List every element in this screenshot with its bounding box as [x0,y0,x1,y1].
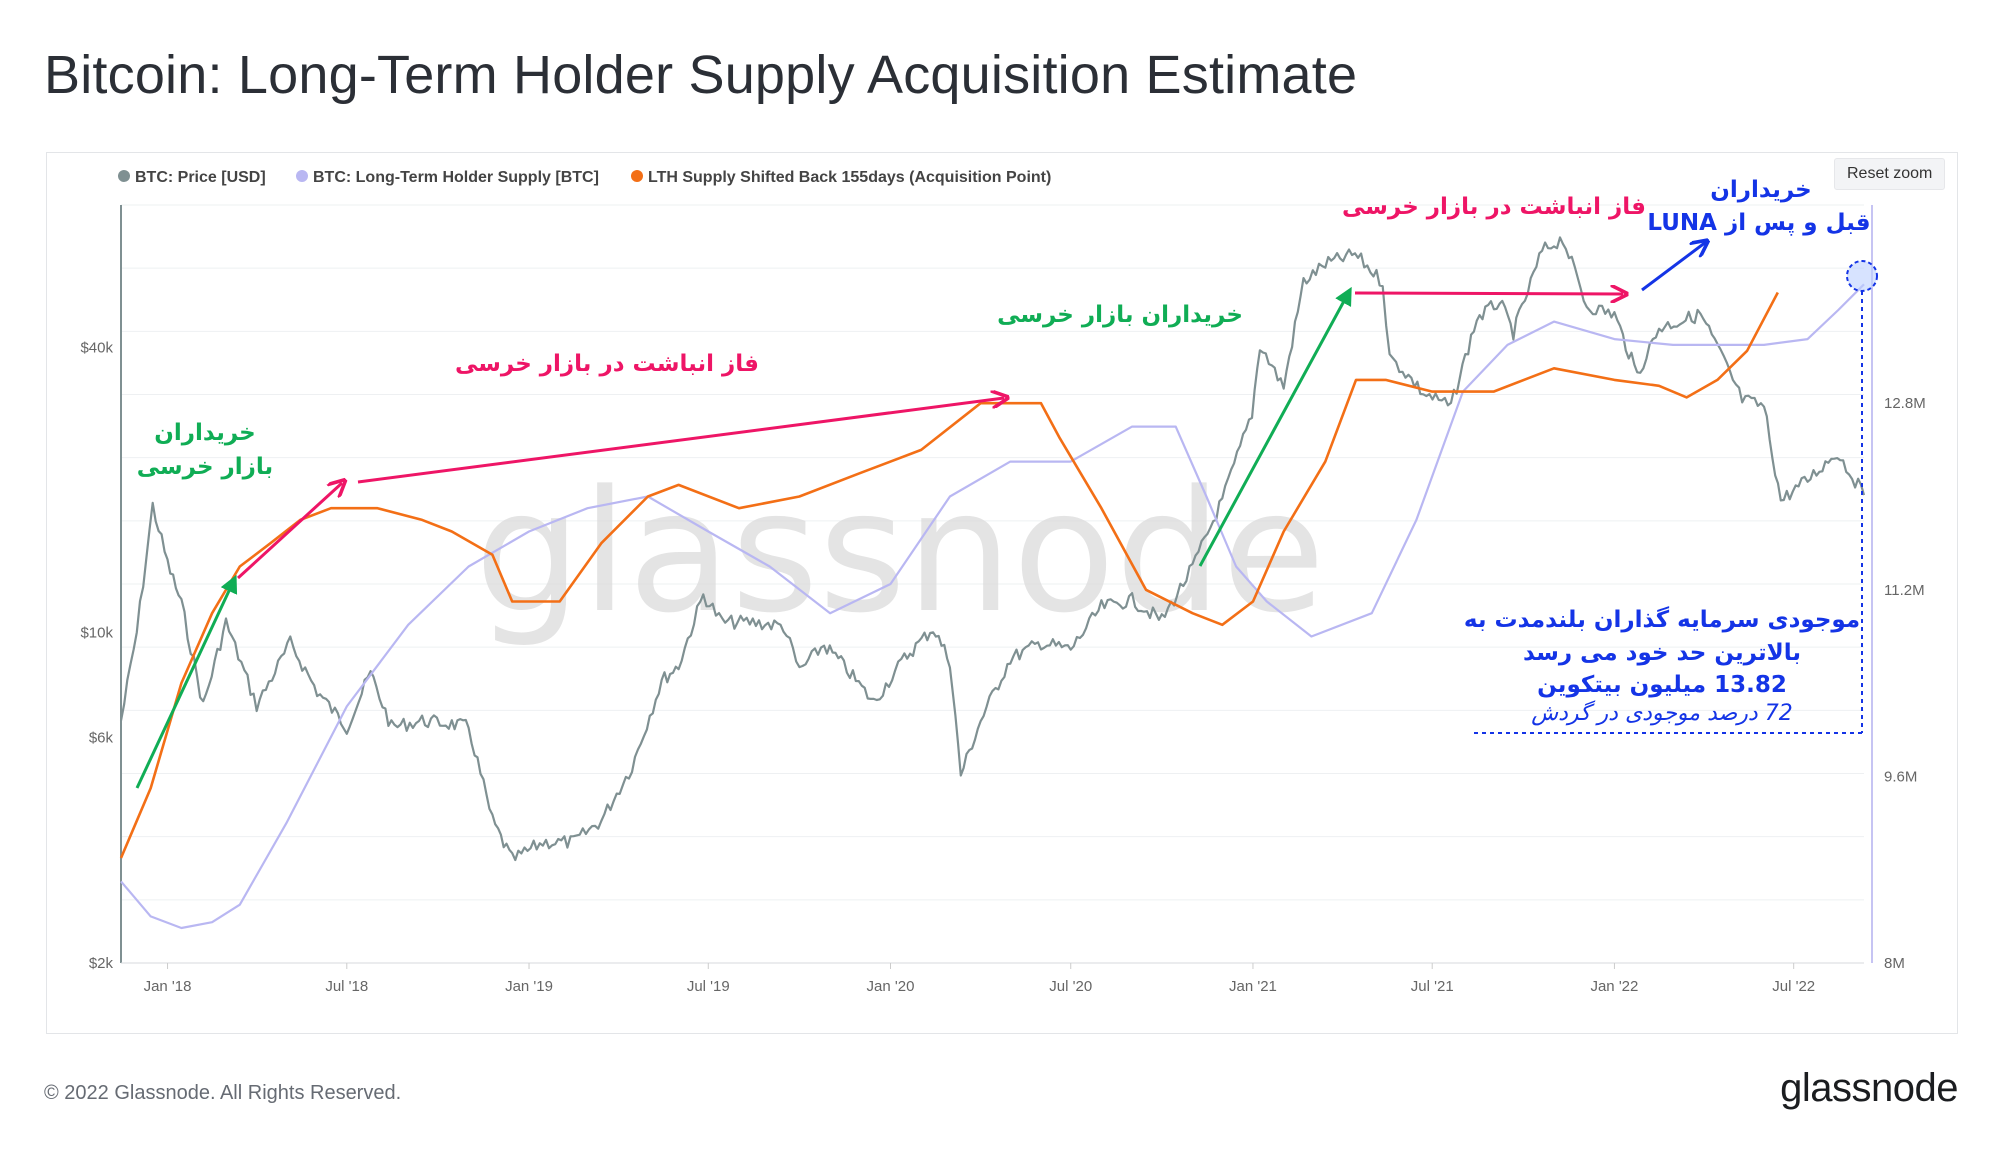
legend-swatch-lth [296,170,308,182]
ann-supply-line3: 13.82 میلیون بیتکوین [1537,672,1787,698]
ann-supply-line1: موجودی سرمایه گذاران بلندمدت به [1464,606,1860,633]
x-tick-label: Jul '21 [1411,978,1454,995]
axes: $2k $6k $10k $40k 8M 9.6M 11.2M 12.8M Jan '18 Jul… [80,205,1926,995]
x-tick-label: Jan '22 [1590,978,1638,995]
ann-accum-phase-1: فاز انباشت در بازار خرسی [455,351,759,377]
annotation-texts: خریداران بازار خرسی فاز انباشت در بازار … [137,177,1871,726]
y-right-tick-label: 11.2M [1884,582,1925,599]
ann-luna-line1: خریداران [1710,177,1811,203]
watermark: glassnode [475,454,1326,650]
footer-copyright: © 2022 Glassnode. All Rights Reserved. [44,1082,402,1104]
x-tick-label: Jul '20 [1049,978,1092,995]
series-lth-acquisition [119,291,1779,859]
y-right-tick-label: 8M [1884,955,1905,972]
legend-acquisition[interactable]: LTH Supply Shifted Back 155days (Acquisi… [648,169,1051,186]
footer-logo: glassnode [1780,1066,1958,1110]
y-right-tick-label: 12.8M [1884,395,1926,412]
y-right-tick-label: 9.6M [1884,768,1917,785]
green-arrow-2018 [135,574,238,789]
ann-buyers-bear-1-line2: بازار خرسی [137,454,273,480]
reset-zoom-button[interactable]: Reset zoom [1834,158,1946,190]
x-tick-label: Jan '18 [144,978,192,995]
pink-arrow-2021 [1354,293,1623,294]
x-tick-label: Jan '20 [867,978,915,995]
chart-frame [46,152,1958,1034]
series-lth-supply [120,283,1865,930]
x-tick-label: Jul '22 [1772,978,1815,995]
y-left-tick-label: $40k [80,339,113,356]
x-tick-label: Jul '19 [687,978,730,995]
series-btc-price [119,236,1866,862]
y-left-tick-label: $2k [89,955,114,972]
pink-arrow-2018-b [357,398,1004,484]
ann-supply-line4: 72 درصد موجودی در گردش [1531,700,1792,726]
ann-luna-line2: قبل و پس از LUNA [1647,210,1870,236]
legend-price[interactable]: BTC: Price [USD] [135,169,266,186]
pink-arrow-2018-a [236,483,342,580]
x-tick-label: Jan '19 [505,978,553,995]
green-arrow-2020 [1198,286,1352,567]
x-tick-label: Jul '18 [325,978,368,995]
legend-lth-supply[interactable]: BTC: Long-Term Holder Supply [BTC] [313,169,599,186]
series-layer [119,236,1866,930]
blue-arrow-luna [1641,242,1706,292]
legend-swatch-acq [631,170,643,182]
legend: BTC: Price [USD] BTC: Long-Term Holder S… [118,169,1051,186]
y-left-tick-label: $10k [80,624,113,641]
annotation-arrows [135,242,1878,789]
page-title: Bitcoin: Long-Term Holder Supply Acquisi… [44,45,1358,105]
x-tick-label: Jan '21 [1229,978,1277,995]
legend-swatch-price [118,170,130,182]
ann-supply-line2: بالاترین حد خود می رسد [1523,640,1801,666]
ann-buyers-bear-1-line1: خریداران [154,420,255,446]
ann-buyers-bear-2: خریداران بازار خرسی [997,302,1243,328]
peak-marker [1846,260,1878,292]
ann-accum-phase-2: فاز انباشت در بازار خرسی [1342,194,1646,220]
y-left-tick-label: $6k [89,729,114,746]
